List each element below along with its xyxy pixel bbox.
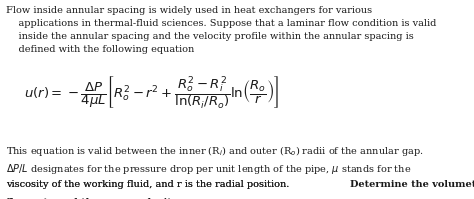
Text: viscosity of the working fluid, and r is the radial position.: viscosity of the working fluid, and r is… (6, 180, 292, 189)
Text: viscosity of the working fluid, and r is the radial position.: viscosity of the working fluid, and r is… (6, 180, 292, 189)
Text: Determine the volumetric: Determine the volumetric (350, 180, 474, 189)
Text: $u(r) = -\dfrac{\Delta P}{4\mu L}\left[R_o^2 - r^2 + \dfrac{R_o^2 - R_i^2}{\ln(R: $u(r) = -\dfrac{\Delta P}{4\mu L}\left[R… (24, 75, 279, 110)
Text: This equation is valid between the inner (R$_i$) and outer (R$_o$) radii of the : This equation is valid between the inner… (6, 144, 423, 158)
Text: flow rate and the mean velocity.: flow rate and the mean velocity. (6, 198, 179, 199)
Text: Flow inside annular spacing is widely used in heat exchangers for various
    ap: Flow inside annular spacing is widely us… (6, 6, 436, 54)
Text: $\Delta P/L$ designates for the pressure drop per unit length of the pipe, $\mu$: $\Delta P/L$ designates for the pressure… (6, 162, 411, 176)
